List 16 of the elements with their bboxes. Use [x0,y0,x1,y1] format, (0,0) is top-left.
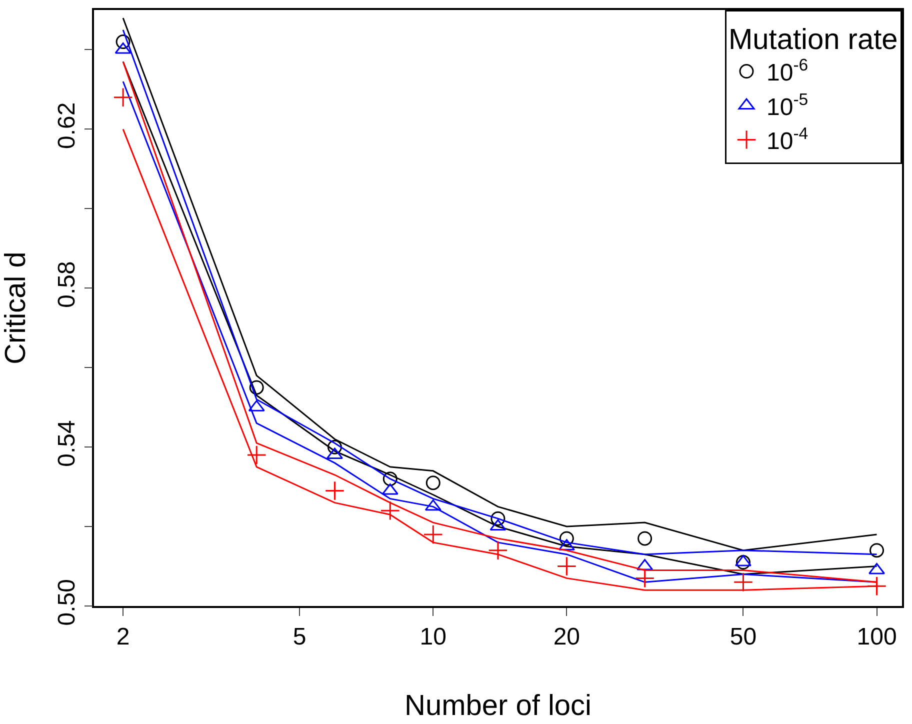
legend-label: 10$^{-6}$ [766,56,808,87]
legend-title: Mutation rate [728,24,898,56]
x-tick-label: 10 [420,624,446,651]
y-tick-label: 0.54 [54,420,81,467]
x-tick-label: 2 [116,624,130,651]
legend-label: 10$^{-5}$ [766,90,808,121]
y-tick-label: 0.62 [54,102,81,149]
y-tick-label: 0.50 [54,579,81,626]
y-tick-label: 0.58 [54,261,81,308]
x-tick-label: 50 [730,624,757,651]
y-axis-title: Critical d [0,252,32,364]
x-tick-label: 20 [553,624,580,651]
x-tick-label: 100 [856,624,897,651]
legend-label: 10$^{-4}$ [766,124,808,156]
x-axis-title: Number of loci [404,690,592,722]
x-tick-label: 5 [292,624,306,651]
